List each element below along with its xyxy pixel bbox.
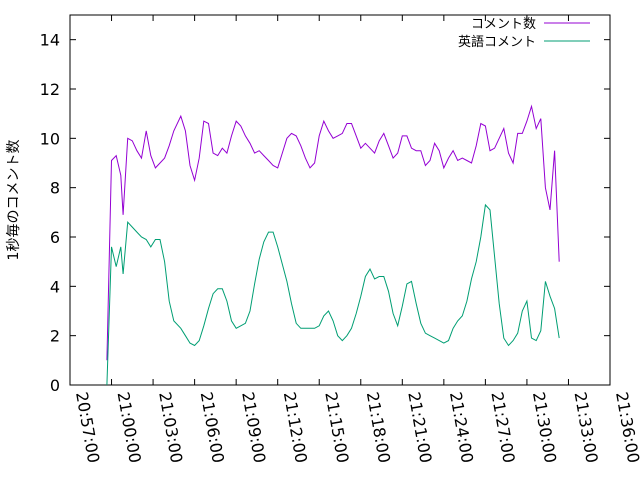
plot-frame [69,14,611,386]
x-tick-label: 21:03:00 [155,390,186,464]
x-tick-label: 21:12:00 [280,390,311,464]
y-tick-label: 8 [50,179,60,198]
y-tick-label: 0 [50,376,60,395]
y-tick-label: 4 [50,277,60,296]
x-tick-label: 21:18:00 [363,390,394,464]
x-tick-label: 21:09:00 [238,390,269,464]
x-tick-label: 21:00:00 [114,390,145,464]
x-tick-label: 20:57:00 [72,390,103,464]
legend: コメント数 英語コメント [458,17,590,50]
x-tick-label: 21:15:00 [321,390,352,464]
series-line-english-comments [106,203,560,386]
x-tick-label: 21:24:00 [446,390,477,464]
y-tick-label: 12 [40,80,60,99]
y-axis: 0 2 4 6 8 10 12 14 [40,31,610,395]
y-tick-label: 6 [50,228,60,247]
legend-label-english-comments: 英語コメント [458,34,536,50]
x-tick-label: 21:21:00 [404,390,435,464]
x-tick-label: 21:36:00 [612,390,640,464]
series-lines [106,104,560,386]
y-tick-label: 2 [50,327,60,346]
x-tick-label: 21:33:00 [571,390,602,464]
legend-label-comments: コメント数 [471,17,536,32]
x-tick-label: 21:06:00 [197,390,228,464]
y-tick-label: 14 [40,31,60,50]
series-line-comments [106,104,560,361]
x-tick-label: 21:30:00 [529,390,560,464]
y-tick-label: 10 [40,129,60,148]
y-axis-label: 1秒毎のコメント数 [6,140,22,261]
x-tick-label: 21:27:00 [487,390,518,464]
